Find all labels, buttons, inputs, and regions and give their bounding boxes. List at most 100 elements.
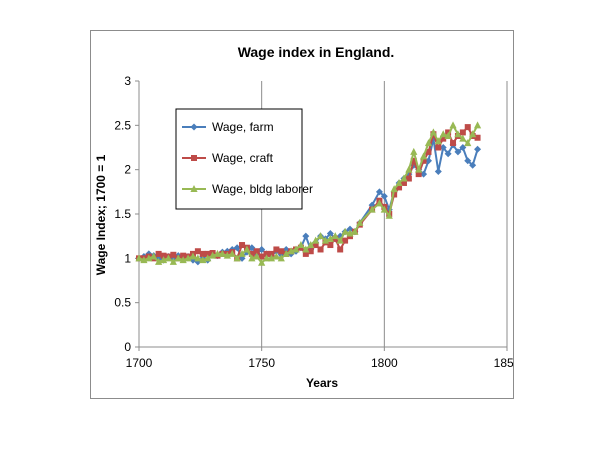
x-tick-label: 1750 (248, 356, 275, 370)
data-point (243, 245, 251, 253)
data-point (312, 236, 320, 244)
data-point (434, 137, 442, 145)
data-point (267, 254, 276, 262)
data-point (302, 232, 310, 240)
data-point (375, 188, 383, 196)
data-point (351, 227, 359, 235)
data-point (316, 232, 325, 240)
data-point (346, 225, 354, 233)
data-point (302, 250, 309, 257)
data-point (258, 253, 265, 260)
data-point (278, 248, 285, 255)
data-point (385, 211, 393, 219)
data-point (263, 250, 270, 257)
data-point (253, 252, 261, 260)
data-point (312, 242, 319, 249)
data-point (287, 247, 295, 255)
legend-item: Wage, craft (182, 151, 274, 165)
data-point (258, 245, 266, 253)
data-point (258, 258, 266, 266)
legend: Wage, farm Wage, craft Wage, bldg laborer (175, 108, 313, 210)
data-point (356, 218, 364, 226)
data-point (213, 249, 222, 257)
series-2 (135, 121, 482, 266)
data-point (429, 128, 437, 136)
x-tick-label: 1700 (126, 356, 153, 370)
y-tick-label: 1.5 (114, 207, 131, 221)
data-point (199, 256, 207, 264)
data-point (307, 248, 314, 255)
data-point (209, 251, 217, 259)
data-point (368, 205, 376, 213)
data-point (454, 130, 462, 138)
data-point (395, 178, 403, 186)
chart-area: Wage index in England. 0 0.5 1 1.5 2 2.5 3 1700… (90, 30, 514, 399)
data-point (326, 230, 334, 238)
data-point (253, 248, 260, 255)
y-tick-label: 2.5 (114, 118, 131, 132)
data-point (396, 184, 403, 191)
data-point (424, 139, 433, 147)
data-point (248, 244, 256, 252)
data-point (464, 124, 471, 131)
data-point (439, 130, 447, 138)
data-point (420, 157, 427, 164)
data-point (228, 249, 236, 257)
chart-svg: Wage index in England. 0 0.5 1 1.5 2 2.5 3 1700… (94, 44, 513, 390)
data-point (189, 252, 197, 260)
data-point (140, 256, 148, 264)
data-point (459, 134, 467, 142)
y-tick-label: 0.5 (114, 296, 131, 310)
data-point (440, 135, 447, 142)
data-point (292, 245, 300, 253)
legend-label: Wage, farm (212, 120, 274, 134)
data-point (170, 251, 177, 258)
data-point (184, 254, 192, 262)
legend-marker (191, 155, 197, 161)
data-point (159, 256, 168, 264)
data-point (459, 129, 466, 136)
legend-marker (190, 123, 198, 131)
data-point (337, 246, 344, 253)
data-point (239, 242, 246, 249)
data-point (400, 179, 407, 186)
data-point (272, 252, 280, 260)
data-point (331, 232, 339, 240)
data-point (425, 148, 432, 155)
data-point (464, 157, 472, 165)
y-tick-label: 2 (124, 163, 131, 177)
data-point (336, 236, 344, 244)
data-point (145, 254, 153, 262)
data-point (435, 144, 442, 151)
tick-labels: 0 0.5 1 1.5 2 2.5 3 1700 1750 1800 1850 (114, 74, 513, 370)
data-point (174, 254, 182, 262)
data-point (342, 237, 349, 244)
data-point (444, 131, 452, 139)
data-point (204, 250, 211, 257)
data-point (268, 250, 275, 257)
x-axis-label: Years (306, 376, 338, 390)
data-point (204, 254, 212, 262)
data-point (248, 250, 255, 257)
data-point (474, 134, 481, 141)
data-point (164, 254, 173, 262)
legend-item: Wage, bldg laborer (182, 182, 313, 196)
data-point (419, 152, 428, 160)
data-point (410, 147, 418, 155)
data-point (282, 249, 290, 257)
data-point (464, 139, 472, 147)
data-point (150, 252, 158, 260)
data-point (223, 251, 231, 259)
data-point (434, 167, 442, 175)
y-tick-label: 0 (124, 340, 131, 354)
data-point (321, 236, 330, 244)
data-point (180, 252, 187, 259)
data-point (439, 144, 447, 151)
data-point (469, 130, 477, 138)
data-point (155, 250, 162, 257)
axes (135, 80, 508, 351)
data-point (415, 165, 423, 173)
data-point (450, 140, 457, 147)
legend-label: Wage, craft (212, 151, 274, 165)
data-point (155, 257, 163, 265)
